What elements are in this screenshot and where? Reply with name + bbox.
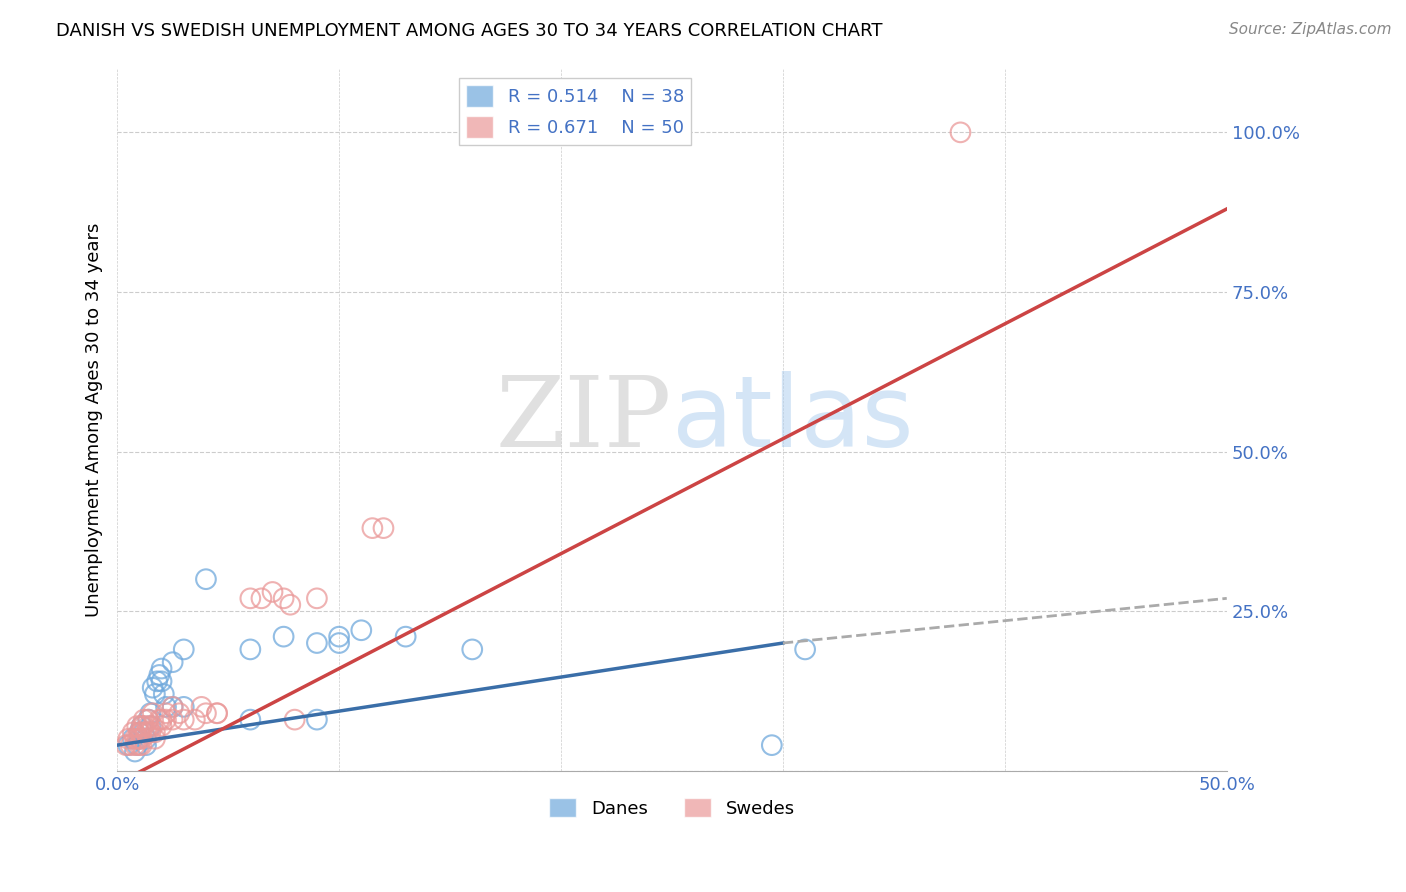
Point — [139, 725, 162, 739]
Point — [128, 738, 150, 752]
Point — [117, 731, 139, 746]
Point — [120, 738, 142, 752]
Point — [461, 642, 484, 657]
Point — [139, 719, 162, 733]
Point — [132, 719, 155, 733]
Point — [142, 706, 165, 721]
Point — [131, 738, 153, 752]
Point — [239, 591, 262, 606]
Point — [150, 713, 173, 727]
Point — [173, 699, 195, 714]
Point — [124, 745, 146, 759]
Point — [136, 713, 159, 727]
Point — [131, 719, 153, 733]
Point — [273, 591, 295, 606]
Text: Source: ZipAtlas.com: Source: ZipAtlas.com — [1229, 22, 1392, 37]
Point — [173, 642, 195, 657]
Point — [194, 572, 217, 586]
Point — [373, 521, 395, 535]
Point — [284, 713, 307, 727]
Point — [143, 725, 166, 739]
Point — [169, 706, 191, 721]
Point — [194, 706, 217, 721]
Point — [131, 731, 153, 746]
Point — [150, 662, 173, 676]
Point — [305, 636, 328, 650]
Point — [949, 125, 972, 139]
Text: ZIP: ZIP — [496, 372, 672, 467]
Point — [350, 624, 373, 638]
Point — [239, 642, 262, 657]
Point — [361, 521, 384, 535]
Text: DANISH VS SWEDISH UNEMPLOYMENT AMONG AGES 30 TO 34 YEARS CORRELATION CHART: DANISH VS SWEDISH UNEMPLOYMENT AMONG AGE… — [56, 22, 883, 40]
Point — [142, 719, 165, 733]
Point — [184, 713, 207, 727]
Point — [135, 738, 157, 752]
Point — [121, 725, 143, 739]
Point — [128, 725, 150, 739]
Point — [128, 725, 150, 739]
Y-axis label: Unemployment Among Ages 30 to 34 years: Unemployment Among Ages 30 to 34 years — [86, 222, 103, 616]
Point — [190, 699, 212, 714]
Point — [150, 674, 173, 689]
Point — [127, 738, 149, 752]
Point — [278, 598, 301, 612]
Point — [136, 725, 159, 739]
Point — [155, 706, 177, 721]
Point — [148, 713, 170, 727]
Point — [139, 706, 162, 721]
Point — [305, 713, 328, 727]
Point — [121, 731, 143, 746]
Point — [131, 719, 153, 733]
Point — [205, 706, 228, 721]
Point — [205, 706, 228, 721]
Point — [128, 731, 150, 746]
Point — [273, 630, 295, 644]
Point — [250, 591, 273, 606]
Point — [162, 699, 184, 714]
Point — [239, 713, 262, 727]
Point — [328, 636, 350, 650]
Point — [794, 642, 817, 657]
Point — [162, 655, 184, 669]
Point — [150, 719, 173, 733]
Point — [142, 681, 165, 695]
Point — [262, 585, 284, 599]
Point — [127, 719, 149, 733]
Point — [155, 699, 177, 714]
Point — [131, 725, 153, 739]
Point — [132, 713, 155, 727]
Point — [115, 738, 138, 752]
Point — [152, 687, 174, 701]
Point — [117, 738, 139, 752]
Point — [162, 699, 184, 714]
Text: atlas: atlas — [672, 371, 914, 468]
Point — [135, 731, 157, 746]
Point — [395, 630, 418, 644]
Point — [143, 731, 166, 746]
Point — [124, 731, 146, 746]
Point — [127, 731, 149, 746]
Point — [146, 674, 169, 689]
Point — [128, 731, 150, 746]
Point — [761, 738, 783, 752]
Point — [155, 713, 177, 727]
Point — [328, 630, 350, 644]
Point — [135, 725, 157, 739]
Point — [305, 591, 328, 606]
Point — [132, 725, 155, 739]
Point — [136, 719, 159, 733]
Point — [162, 713, 184, 727]
Legend: Danes, Swedes: Danes, Swedes — [543, 791, 801, 825]
Point — [148, 668, 170, 682]
Point — [124, 738, 146, 752]
Point — [143, 687, 166, 701]
Point — [173, 713, 195, 727]
Point — [136, 713, 159, 727]
